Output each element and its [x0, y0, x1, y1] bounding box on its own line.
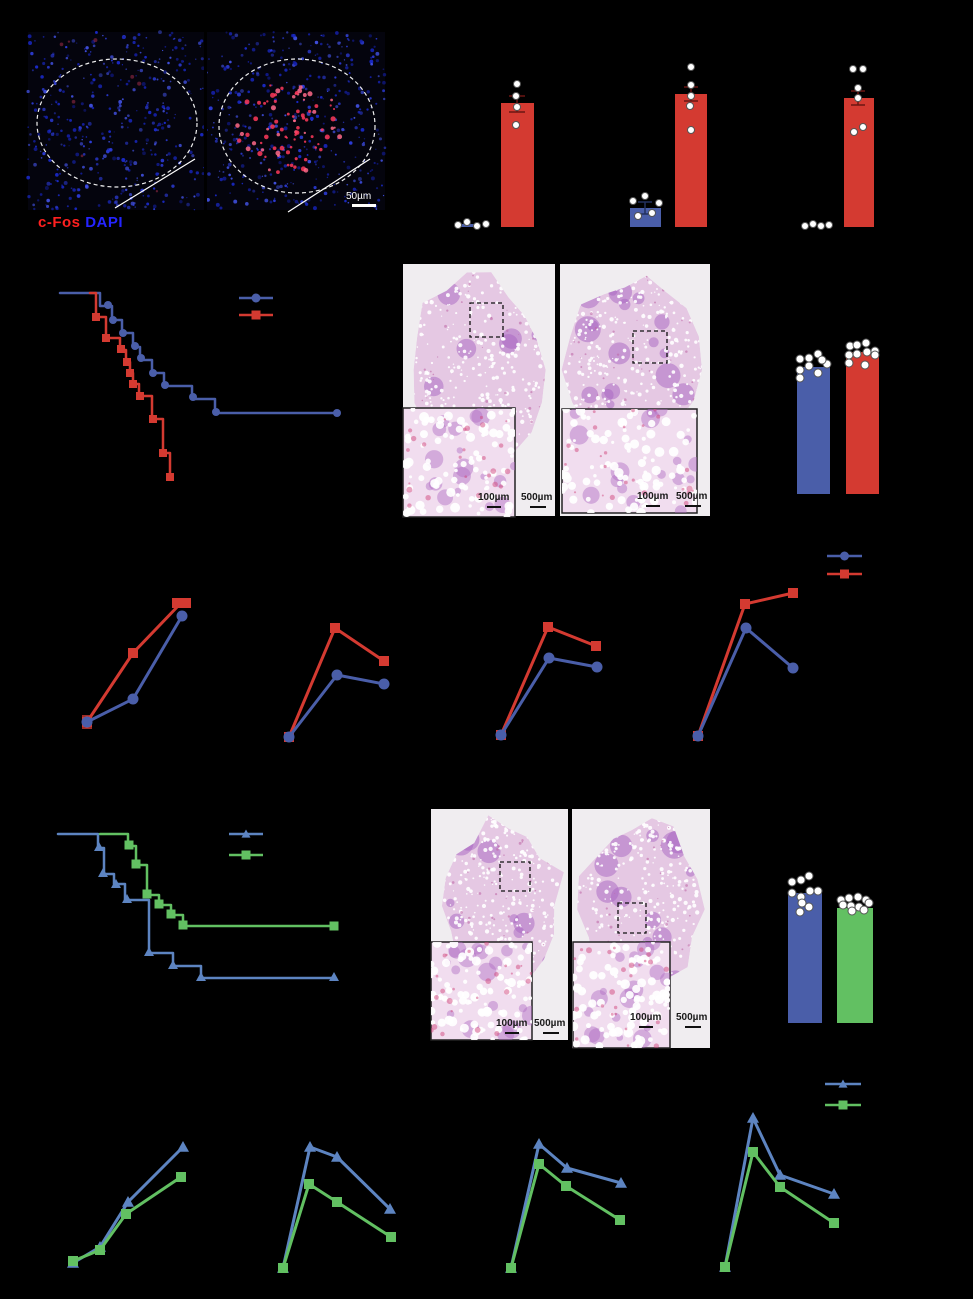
scalebar-tick — [685, 505, 701, 507]
scalebar-tick — [685, 1026, 701, 1028]
panel-c-survival-plot — [55, 285, 405, 565]
cfos-label: c-Fos — [38, 214, 81, 231]
panel-h-lung-histology — [431, 809, 711, 1049]
scalebar-tick — [639, 1026, 653, 1028]
microscopy-stain-legend: c-Fos DAPI — [38, 215, 123, 230]
scalebar-label-100um: 100µm — [496, 1018, 528, 1029]
panel-j-line-charts — [60, 1085, 880, 1285]
scalebar-tick — [543, 1032, 559, 1034]
scalebar-tick — [646, 505, 660, 507]
dapi-label: DAPI — [85, 214, 124, 231]
scalebar-label-500um: 500µm — [676, 1012, 708, 1023]
panel-g-survival-plot — [55, 825, 405, 1085]
scalebar-label-500um: 500µm — [534, 1018, 566, 1029]
scalebar-tick — [505, 1032, 519, 1034]
scalebar-label-500um: 500µm — [676, 491, 708, 502]
panel-a-immunofluorescence — [28, 32, 385, 210]
scalebar-label-100um: 100µm — [630, 1012, 662, 1023]
scalebar-label-500um: 500µm — [521, 492, 553, 503]
scalebar-tick — [530, 506, 546, 508]
panel-e-bar-chart — [780, 340, 895, 500]
panel-b-cfos-bar-charts — [430, 40, 890, 235]
panel-i-bar-chart — [780, 880, 895, 1030]
scalebar-label-50um: 50µm — [346, 191, 372, 202]
panel-d-lung-histology — [403, 264, 713, 518]
scalebar-tick — [487, 506, 501, 508]
panel-f-line-charts — [60, 555, 880, 755]
scalebar-label-100um: 100µm — [478, 492, 510, 503]
scalebar-label-100um: 100µm — [637, 491, 669, 502]
